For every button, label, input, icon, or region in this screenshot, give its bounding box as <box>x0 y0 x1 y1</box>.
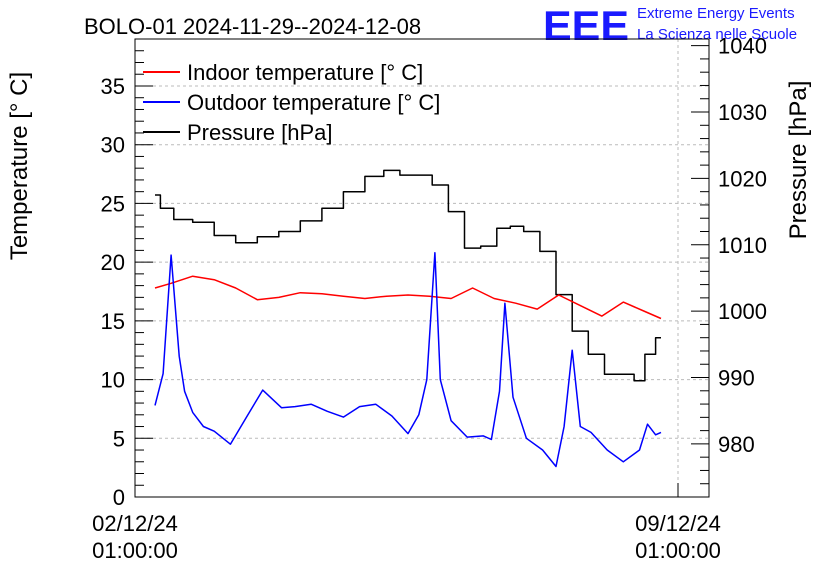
legend-entry: Indoor temperature [° C] <box>187 60 423 85</box>
chart-title: BOLO-01 2024-11-29--2024-12-08 <box>84 14 421 39</box>
x-tick-date: 02/12/24 <box>92 511 178 536</box>
series-line-2 <box>155 169 661 382</box>
right-tick-label: 990 <box>718 366 755 391</box>
left-tick-label: 20 <box>101 250 125 275</box>
right-axis-label: Pressure [hPa] <box>785 81 812 240</box>
left-axis-label: Temperature [° C] <box>6 72 33 260</box>
right-tick-label: 1000 <box>718 299 767 324</box>
logo-mark: EEE <box>543 2 629 49</box>
series-group <box>154 169 662 468</box>
series-line-0 <box>154 275 662 320</box>
left-tick-label: 10 <box>101 368 125 393</box>
left-tick-label: 15 <box>101 309 125 334</box>
right-tick-label: 980 <box>718 432 755 457</box>
right-tick-label: 1020 <box>718 166 767 191</box>
x-tick-time: 01:00:00 <box>92 538 178 563</box>
left-tick-label: 25 <box>101 191 125 216</box>
left-tick-label: 5 <box>113 426 125 451</box>
x-tick-date: 09/12/24 <box>635 511 721 536</box>
left-tick-label: 0 <box>113 485 125 510</box>
eee-logo: EEE Extreme Energy Events La Scienza nel… <box>543 2 797 49</box>
right-axis: 980 990 1000 1010 1020 1030 1040 <box>691 34 767 498</box>
right-tick-label: 1030 <box>718 100 767 125</box>
x-tick-time: 01:00:00 <box>635 538 721 563</box>
right-tick-label: 1010 <box>718 233 767 258</box>
plot-frame <box>134 38 710 498</box>
legend-entry: Pressure [hPa] <box>187 120 333 145</box>
left-tick-label: 30 <box>101 133 125 158</box>
left-axis: 0 5 10 15 20 25 30 35 <box>101 38 153 510</box>
left-tick-label: 35 <box>101 74 125 99</box>
logo-line1: Extreme Energy Events <box>637 5 795 22</box>
legend-entry: Outdoor temperature [° C] <box>187 90 440 115</box>
legend: Indoor temperature [° C] Outdoor temperat… <box>143 60 440 145</box>
series-line-1 <box>154 251 662 468</box>
right-tick-label: 1040 <box>718 34 767 59</box>
